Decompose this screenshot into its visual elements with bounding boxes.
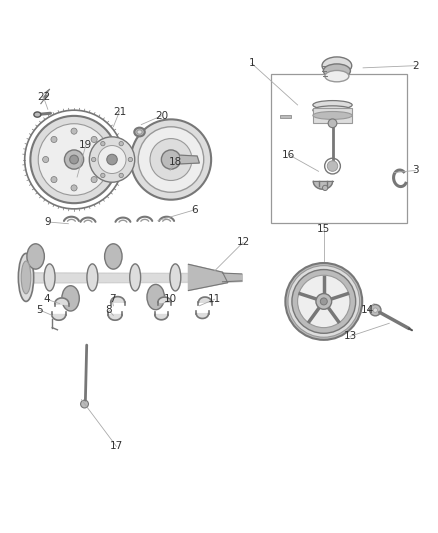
Circle shape (38, 124, 110, 195)
Circle shape (328, 119, 337, 128)
Circle shape (89, 137, 135, 182)
Ellipse shape (323, 64, 350, 78)
Circle shape (64, 150, 84, 169)
Polygon shape (188, 264, 228, 290)
Circle shape (101, 141, 105, 146)
Polygon shape (108, 314, 122, 320)
Polygon shape (55, 298, 69, 304)
Text: 16: 16 (282, 150, 296, 160)
Circle shape (91, 136, 97, 142)
Circle shape (370, 304, 381, 316)
Circle shape (71, 128, 77, 134)
Circle shape (101, 173, 105, 177)
Circle shape (51, 176, 57, 183)
Circle shape (161, 150, 180, 169)
Text: 15: 15 (317, 224, 330, 235)
Circle shape (92, 157, 96, 161)
Text: 9: 9 (45, 217, 51, 227)
Polygon shape (111, 297, 125, 302)
Text: 1: 1 (248, 59, 255, 68)
Ellipse shape (21, 261, 31, 294)
Text: 3: 3 (412, 165, 419, 175)
Ellipse shape (130, 264, 141, 291)
Ellipse shape (325, 70, 349, 82)
Text: 4: 4 (43, 294, 50, 304)
Circle shape (286, 263, 362, 340)
Circle shape (320, 298, 327, 305)
Ellipse shape (170, 264, 181, 291)
Polygon shape (198, 297, 212, 302)
Ellipse shape (27, 244, 44, 269)
Ellipse shape (137, 130, 142, 134)
Circle shape (70, 155, 78, 164)
Text: 22: 22 (37, 92, 50, 102)
Text: 19: 19 (79, 140, 92, 150)
Polygon shape (313, 181, 332, 189)
Ellipse shape (62, 286, 79, 311)
Circle shape (81, 400, 88, 408)
Text: 11: 11 (208, 294, 221, 304)
Ellipse shape (105, 244, 122, 269)
Ellipse shape (313, 111, 352, 119)
Circle shape (99, 157, 106, 163)
Text: 6: 6 (192, 205, 198, 215)
Circle shape (98, 146, 126, 174)
Circle shape (316, 294, 332, 309)
Text: 10: 10 (163, 294, 177, 304)
Circle shape (51, 136, 57, 142)
Text: 2: 2 (412, 61, 419, 71)
Ellipse shape (322, 57, 352, 75)
Ellipse shape (34, 112, 41, 117)
Ellipse shape (134, 128, 145, 136)
Polygon shape (180, 155, 199, 164)
Text: 7: 7 (109, 294, 115, 304)
Circle shape (119, 141, 124, 146)
Circle shape (91, 176, 97, 183)
Circle shape (131, 119, 211, 200)
Text: 21: 21 (113, 107, 126, 117)
Ellipse shape (313, 106, 352, 115)
Polygon shape (155, 314, 168, 320)
Circle shape (107, 154, 117, 165)
Polygon shape (196, 313, 208, 318)
Circle shape (42, 157, 49, 163)
Circle shape (128, 157, 133, 161)
Circle shape (138, 127, 204, 192)
Text: 14: 14 (361, 305, 374, 315)
Circle shape (71, 185, 77, 191)
Circle shape (150, 139, 192, 181)
Ellipse shape (87, 264, 98, 291)
Circle shape (119, 173, 124, 177)
Circle shape (327, 161, 338, 171)
Polygon shape (158, 297, 171, 302)
Text: 18: 18 (169, 157, 182, 167)
Circle shape (373, 308, 378, 312)
Ellipse shape (44, 264, 55, 291)
Text: 12: 12 (237, 238, 250, 247)
Text: 17: 17 (110, 441, 123, 451)
Circle shape (297, 275, 350, 328)
Text: 8: 8 (106, 305, 112, 315)
Ellipse shape (18, 253, 34, 302)
Text: 20: 20 (155, 111, 168, 121)
Text: 13: 13 (343, 332, 357, 341)
Bar (272, 75, 407, 223)
Circle shape (288, 265, 360, 337)
Bar (280, 115, 291, 118)
Circle shape (292, 270, 356, 333)
Text: 5: 5 (37, 305, 43, 315)
Bar (313, 108, 352, 123)
Ellipse shape (147, 285, 164, 310)
Ellipse shape (313, 101, 352, 109)
Circle shape (322, 185, 328, 190)
Circle shape (30, 116, 118, 203)
Polygon shape (52, 314, 66, 320)
